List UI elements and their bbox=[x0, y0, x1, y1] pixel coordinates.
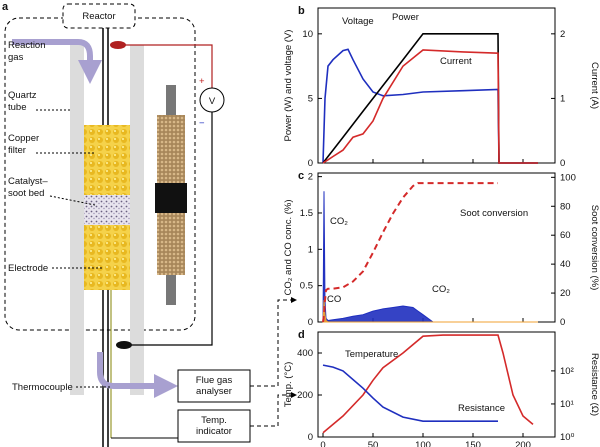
y-tick-label: 10 bbox=[302, 29, 313, 40]
label: Thermocouple bbox=[12, 382, 73, 393]
y2-tick-label: 10⁰ bbox=[560, 432, 575, 443]
line bbox=[322, 334, 534, 434]
gas-out-arrow bbox=[97, 352, 178, 398]
y-tick-label: 0 bbox=[308, 158, 313, 169]
y-axis-label: Power (W) and voltage (V) bbox=[283, 30, 294, 142]
signal-arrow bbox=[250, 297, 297, 387]
minus: − bbox=[199, 118, 205, 129]
x-tick-label: 100 bbox=[415, 440, 431, 447]
y-tick-label: 400 bbox=[297, 348, 313, 359]
line bbox=[322, 182, 498, 323]
y2-axis-label: Current (A) bbox=[589, 62, 600, 109]
series-label: Power bbox=[392, 12, 419, 23]
panel-label: c bbox=[298, 170, 304, 182]
label: Flue gas analyser bbox=[196, 375, 233, 397]
label: Catalyst– soot bed bbox=[8, 176, 48, 199]
copper-filter bbox=[84, 125, 130, 195]
y-tick-label: 1 bbox=[308, 244, 313, 255]
series-label: CO₂ bbox=[432, 284, 450, 295]
gas-in-arrow bbox=[12, 39, 102, 84]
leaders bbox=[36, 109, 111, 388]
signal-arrow bbox=[250, 392, 297, 427]
line bbox=[322, 364, 498, 422]
x-tick-label: 0 bbox=[320, 440, 325, 447]
y-tick-label: 0 bbox=[308, 432, 313, 443]
series-label: CO bbox=[327, 294, 341, 305]
quartz-tube bbox=[130, 45, 144, 395]
y2-tick-label: 10² bbox=[560, 366, 574, 377]
wire bbox=[118, 44, 213, 88]
label: Temp. indicator bbox=[196, 415, 232, 437]
series-label: Voltage bbox=[342, 16, 374, 27]
y2-tick-label: 20 bbox=[560, 288, 571, 299]
x-tick-label: 200 bbox=[515, 440, 531, 447]
catalyst-bed bbox=[84, 195, 130, 225]
x-tick-label: 150 bbox=[465, 440, 481, 447]
panel-label: d bbox=[298, 329, 305, 341]
x-tick-label: 50 bbox=[368, 440, 379, 447]
plus: + bbox=[199, 76, 205, 87]
y2-axis-label: Resistance (Ω) bbox=[589, 353, 600, 416]
label: Reaction gas bbox=[8, 40, 46, 63]
y-tick-label: 200 bbox=[297, 390, 313, 401]
y2-tick-label: 0 bbox=[560, 317, 565, 328]
y-tick-label: 0 bbox=[308, 317, 313, 328]
series-label: Soot conversion bbox=[460, 208, 528, 219]
label: Quartz tube bbox=[8, 90, 37, 113]
panel-label: a bbox=[2, 1, 9, 13]
series-label: Resistance bbox=[458, 403, 505, 414]
wire bbox=[130, 112, 213, 346]
y2-axis-label: Soot conversion (%) bbox=[589, 205, 600, 291]
panel-label: b bbox=[298, 5, 305, 17]
copper-filter bbox=[84, 225, 130, 290]
quartz-tube bbox=[70, 45, 84, 395]
y-tick-label: 1.5 bbox=[300, 208, 313, 219]
y2-tick-label: 60 bbox=[560, 230, 571, 241]
flue-gas-box bbox=[177, 369, 251, 403]
y-tick-label: 2 bbox=[308, 172, 313, 183]
plot-frame bbox=[317, 172, 556, 323]
reactor-box bbox=[62, 3, 136, 29]
panel-a: a Reactor V + − Reaction gas Quartz tube C… bbox=[2, 1, 297, 447]
y2-tick-label: 0 bbox=[560, 158, 565, 169]
y2-tick-label: 10¹ bbox=[560, 399, 574, 410]
y-tick-label: 5 bbox=[308, 93, 313, 104]
series-label: CO₂ bbox=[330, 216, 348, 227]
area bbox=[322, 300, 538, 323]
y2-tick-label: 100 bbox=[560, 172, 576, 183]
connector bbox=[116, 341, 132, 349]
photo bbox=[155, 85, 187, 305]
y-tick-label: 0.5 bbox=[300, 281, 313, 292]
line bbox=[322, 49, 538, 164]
y-axis-label: Temp. (°C) bbox=[283, 362, 294, 408]
y2-tick-label: 2 bbox=[560, 29, 565, 40]
plot-frame bbox=[317, 7, 556, 164]
line bbox=[322, 48, 538, 164]
plot-frame bbox=[317, 331, 556, 438]
series-label: Current bbox=[440, 56, 472, 67]
y2-tick-label: 40 bbox=[560, 259, 571, 270]
series-label: Temperature bbox=[345, 349, 398, 360]
connector bbox=[110, 41, 126, 49]
y-axis-label: CO₂ and CO conc. (%) bbox=[283, 199, 294, 295]
label: Copper filter bbox=[8, 133, 39, 156]
label: Electrode bbox=[8, 263, 48, 274]
line bbox=[322, 33, 538, 164]
temp-box bbox=[177, 409, 251, 443]
y2-tick-label: 80 bbox=[560, 201, 571, 212]
reactor-label: Reactor bbox=[82, 11, 115, 22]
area bbox=[322, 191, 538, 323]
voltmeter-label: V bbox=[209, 96, 216, 107]
y2-tick-label: 1 bbox=[560, 93, 565, 104]
